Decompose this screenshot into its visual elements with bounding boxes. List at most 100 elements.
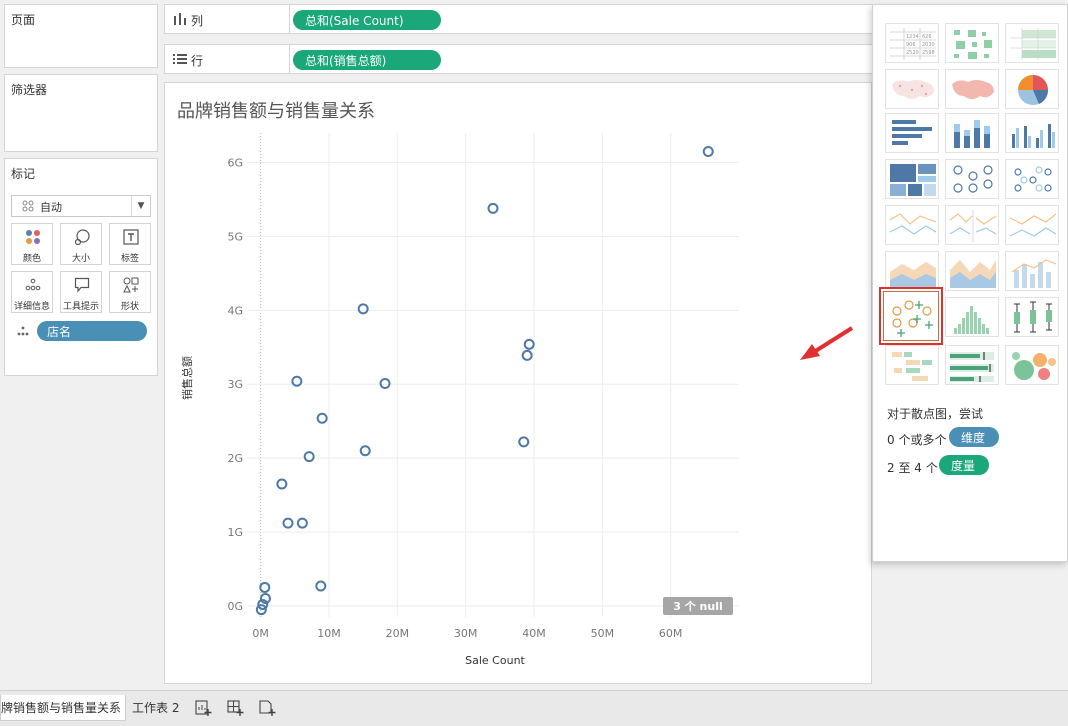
- rows-icon: [173, 54, 187, 64]
- gantt-chart[interactable]: [885, 345, 939, 385]
- mark-type-dropdown[interactable]: 自动 ▼: [11, 195, 151, 217]
- y-tick-label: 6G: [227, 157, 243, 170]
- text-label-label: 标签: [120, 254, 139, 264]
- scatter-point[interactable]: [315, 580, 327, 592]
- svg-text:626: 626: [922, 34, 932, 40]
- store-name-pill[interactable]: 店名: [37, 321, 147, 341]
- histogram-chart[interactable]: [945, 297, 999, 337]
- horizontal-bars-chart[interactable]: [885, 113, 939, 153]
- scatter-point[interactable]: [276, 478, 288, 490]
- scatter-point[interactable]: [282, 517, 294, 529]
- color-button[interactable]: 颜色: [11, 223, 53, 265]
- y-axis-title: 销售总额: [180, 356, 194, 400]
- scatter-point[interactable]: [303, 451, 315, 463]
- scatter-point[interactable]: [259, 593, 271, 605]
- marks-title: 标记: [11, 167, 36, 181]
- filters-card[interactable]: 筛选器: [4, 74, 158, 152]
- scatter-point[interactable]: [316, 412, 328, 424]
- symbol-map-chart[interactable]: [885, 69, 939, 109]
- scatter-point[interactable]: [523, 338, 535, 350]
- bullet-graph-chart[interactable]: [945, 345, 999, 385]
- side-by-side-bars-chart[interactable]: [1005, 113, 1059, 153]
- tooltip-button[interactable]: 工具提示: [60, 271, 102, 313]
- new-dashboard-icon[interactable]: [226, 699, 244, 717]
- symbol-map-icon: [892, 80, 934, 99]
- dual-lines-chart[interactable]: [1005, 205, 1059, 245]
- detail-field-row: 店名: [13, 321, 155, 341]
- new-worksheet-icon[interactable]: [194, 699, 212, 717]
- x-tick-label: 60M: [659, 627, 683, 640]
- shape-button[interactable]: 形状: [109, 271, 151, 313]
- scatter-point[interactable]: [291, 375, 303, 387]
- scatter-point[interactable]: [521, 349, 533, 361]
- stacked-bars-chart[interactable]: [945, 113, 999, 153]
- detail-icon: [17, 326, 29, 336]
- chart-title: 品牌销售额与销售量关系: [177, 101, 375, 122]
- dimension-pill: 维度: [949, 427, 999, 447]
- label-button[interactable]: 标签: [109, 223, 151, 265]
- box-whisker-icon: [1014, 301, 1052, 333]
- dual-combination-icon: [1011, 259, 1057, 288]
- packed-bubbles-icon: [1012, 352, 1056, 380]
- scatter-point[interactable]: [702, 145, 714, 157]
- measure-requirement: 2 至 4 个: [887, 461, 938, 475]
- stacked-bars-icon: [954, 120, 990, 148]
- sales-total-pill[interactable]: 总和(销售总额): [293, 50, 441, 70]
- detail-button[interactable]: 详细信息: [11, 271, 53, 313]
- circle-views-chart[interactable]: [945, 159, 999, 199]
- scatter-point[interactable]: [257, 598, 269, 610]
- side-by-side-circles-icon: [1014, 166, 1052, 192]
- chevron-down-icon: ▼: [131, 196, 150, 216]
- scatter-point[interactable]: [357, 303, 369, 315]
- arrow-annotation: [800, 326, 854, 360]
- treemap-chart[interactable]: [885, 159, 939, 199]
- color-icon: [26, 230, 40, 244]
- highlight-table-chart[interactable]: [1005, 23, 1059, 63]
- area-continuous-chart[interactable]: [885, 251, 939, 291]
- y-tick-label: 1G: [227, 526, 243, 539]
- null-indicator[interactable]: 3 个 null: [663, 597, 733, 615]
- columns-icon: [174, 13, 186, 25]
- area-discrete-icon: [950, 260, 996, 288]
- scatter-point[interactable]: [359, 445, 371, 457]
- scatter-point[interactable]: [296, 517, 308, 529]
- svg-text:906: 906: [906, 42, 916, 48]
- new-story-icon[interactable]: [258, 699, 276, 717]
- horizontal-bars-icon: [892, 120, 932, 145]
- detail-label: 详细信息: [13, 302, 50, 312]
- scatter-point[interactable]: [487, 202, 499, 214]
- scatter-point[interactable]: [255, 604, 267, 616]
- bullet-graph-icon: [950, 352, 994, 382]
- filled-map-icon: [952, 80, 994, 99]
- packed-bubbles-chart[interactable]: [1005, 345, 1059, 385]
- side-by-side-circles-chart[interactable]: [1005, 159, 1059, 199]
- y-tick-label: 3G: [227, 378, 243, 391]
- tooltip-icon: [74, 277, 90, 293]
- scatter-plot-icon: [892, 300, 933, 337]
- pie-chart[interactable]: [1005, 69, 1059, 109]
- dual-combination-chart[interactable]: [1005, 251, 1059, 291]
- lines-continuous-chart[interactable]: [885, 205, 939, 245]
- filled-map-chart[interactable]: [945, 69, 999, 109]
- heat-map-chart[interactable]: [945, 23, 999, 63]
- svg-text:2598: 2598: [922, 50, 935, 56]
- box-whisker-chart[interactable]: [1005, 297, 1059, 337]
- tab-sheet-2[interactable]: 工作表 2: [128, 695, 184, 721]
- scatter-point[interactable]: [518, 436, 530, 448]
- y-tick-label: 5G: [227, 230, 243, 243]
- detail-icon: [25, 278, 41, 291]
- dual-lines-icon: [1009, 213, 1057, 237]
- tab-sheet-1-label: 牌销售额与销售量关系: [0, 701, 121, 715]
- text-table-chart[interactable]: 1234 626 906 2030 2520 2598: [885, 23, 939, 63]
- x-tick-label: 10M: [317, 627, 341, 640]
- histogram-icon: [954, 306, 989, 334]
- lines-discrete-chart[interactable]: [945, 205, 999, 245]
- area-discrete-chart[interactable]: [945, 251, 999, 291]
- scatter-plot-chart[interactable]: [879, 287, 943, 345]
- scatter-point[interactable]: [379, 377, 391, 389]
- size-button[interactable]: 大小: [60, 223, 102, 265]
- sale-count-pill[interactable]: 总和(Sale Count): [293, 10, 441, 30]
- scatter-point[interactable]: [259, 581, 271, 593]
- tab-sheet-1[interactable]: 牌销售额与销售量关系: [0, 695, 126, 721]
- pages-card[interactable]: 页面: [4, 4, 158, 68]
